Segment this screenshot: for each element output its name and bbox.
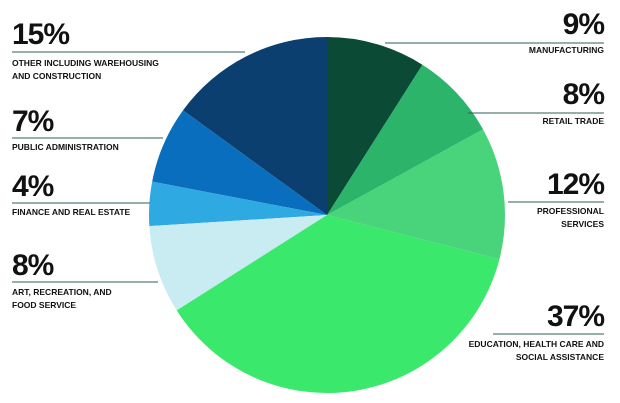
category-label: OTHER INCLUDING WAREHOUSING AND CONSTRUC… xyxy=(12,58,159,81)
pie-slice xyxy=(152,110,327,215)
pie-slice xyxy=(182,37,327,215)
pie-slice xyxy=(149,215,327,311)
category-label: ART, RECREATION, AND FOOD SERVICE xyxy=(12,287,112,310)
category-label: PROFESSIONAL SERVICES xyxy=(536,206,604,229)
pie-slice xyxy=(327,129,506,260)
percent-label: 7% xyxy=(12,105,54,138)
category-label: RETAIL TRADE xyxy=(542,116,604,126)
pie-slice xyxy=(327,64,483,216)
pie-slice xyxy=(148,181,327,227)
percent-label: 15% xyxy=(12,18,70,51)
category-label: EDUCATION, HEALTH CARE AND SOCIAL ASSIST… xyxy=(468,339,604,362)
percent-label: 9% xyxy=(562,8,605,41)
category-label: MANUFACTURING xyxy=(528,45,604,55)
percent-label: 37% xyxy=(546,300,605,333)
pie-slice xyxy=(327,36,423,215)
category-label: PUBLIC ADMINISTRATION xyxy=(12,142,119,152)
percent-label: 8% xyxy=(12,249,54,282)
category-label: FINANCE AND REAL ESTATE xyxy=(12,207,131,217)
percent-label: 8% xyxy=(562,78,605,111)
percent-label: 4% xyxy=(12,170,54,203)
percent-label: 12% xyxy=(546,168,605,201)
pie-slice xyxy=(176,215,500,394)
